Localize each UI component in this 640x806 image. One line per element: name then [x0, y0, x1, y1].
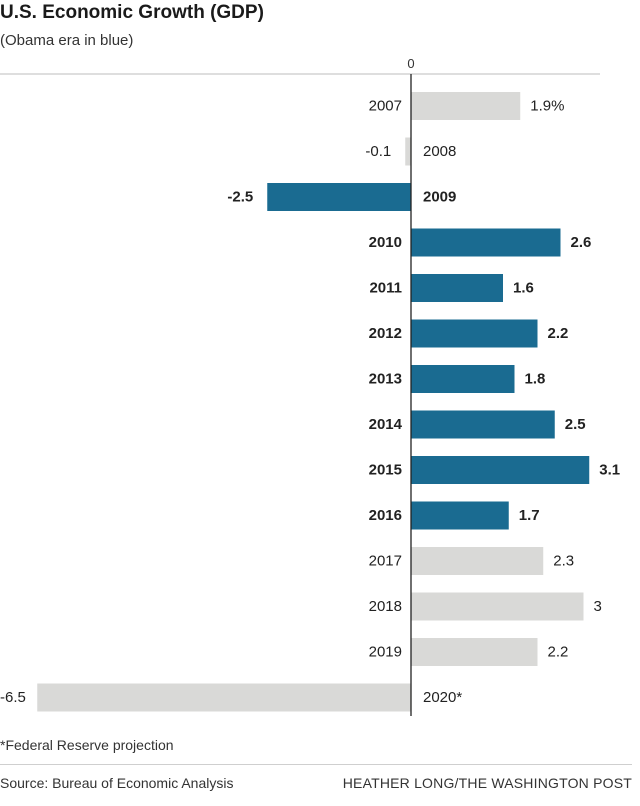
- value-label: 1.7: [519, 507, 540, 524]
- bar-2007: [411, 92, 521, 120]
- value-label: 2.3: [553, 553, 574, 570]
- chart-title: U.S. Economic Growth (GDP): [0, 2, 264, 23]
- value-label: 1.6: [513, 280, 534, 297]
- category-label: 2018: [369, 598, 402, 615]
- value-label: 2.2: [548, 325, 569, 342]
- bar-2014: [411, 410, 555, 439]
- category-label: 2015: [369, 462, 402, 479]
- gdp-bar-chart: 0 2007 1.9% 2008 -0.1 2009 -2.5 2010 2.6 2011 1.6 2…: [0, 56, 620, 716]
- category-label: 2008: [423, 143, 456, 160]
- category-label: 2020*: [423, 689, 462, 706]
- category-label: 2013: [369, 371, 402, 388]
- footnote: *Federal Reserve projection: [0, 737, 174, 753]
- value-label: 2.2: [548, 644, 569, 661]
- source-note: Source: Bureau of Economic Analysis: [0, 775, 234, 791]
- bar-2011: [411, 274, 503, 302]
- value-label: -2.5: [227, 189, 253, 206]
- value-label: 3.1: [599, 462, 620, 479]
- category-label: 2011: [369, 280, 402, 297]
- value-label: 1.9%: [530, 98, 564, 115]
- value-label: 2.6: [571, 234, 592, 251]
- value-label: -6.5: [0, 689, 26, 706]
- bar-2015: [411, 456, 590, 484]
- category-label: 2010: [369, 234, 402, 251]
- credit-line: HEATHER LONG/THE WASHINGTON POST: [342, 775, 632, 791]
- divider: [0, 764, 632, 765]
- bar-2013: [411, 365, 515, 393]
- value-label: 2.5: [565, 416, 586, 433]
- category-label: 2014: [369, 416, 403, 433]
- bar-2016: [411, 501, 509, 530]
- category-label: 2012: [369, 325, 402, 342]
- value-label: 3: [594, 598, 602, 615]
- value-label: 1.8: [525, 371, 546, 388]
- category-label: 2009: [423, 189, 456, 206]
- category-label: 2007: [369, 98, 402, 115]
- bar-2017: [411, 547, 544, 575]
- bar-2019: [411, 638, 538, 666]
- value-label: -0.1: [365, 143, 391, 160]
- bar-2018: [411, 592, 584, 621]
- bar-2010: [411, 228, 561, 257]
- chart-subtitle: (Obama era in blue): [0, 32, 134, 49]
- zero-tick-label: 0: [407, 56, 414, 71]
- category-label: 2019: [369, 644, 402, 661]
- category-label: 2017: [369, 553, 402, 570]
- bar-2008: [405, 137, 411, 166]
- bar-2009: [267, 183, 411, 211]
- bar-2020*: [37, 683, 411, 712]
- category-label: 2016: [369, 507, 402, 524]
- bar-2012: [411, 319, 538, 348]
